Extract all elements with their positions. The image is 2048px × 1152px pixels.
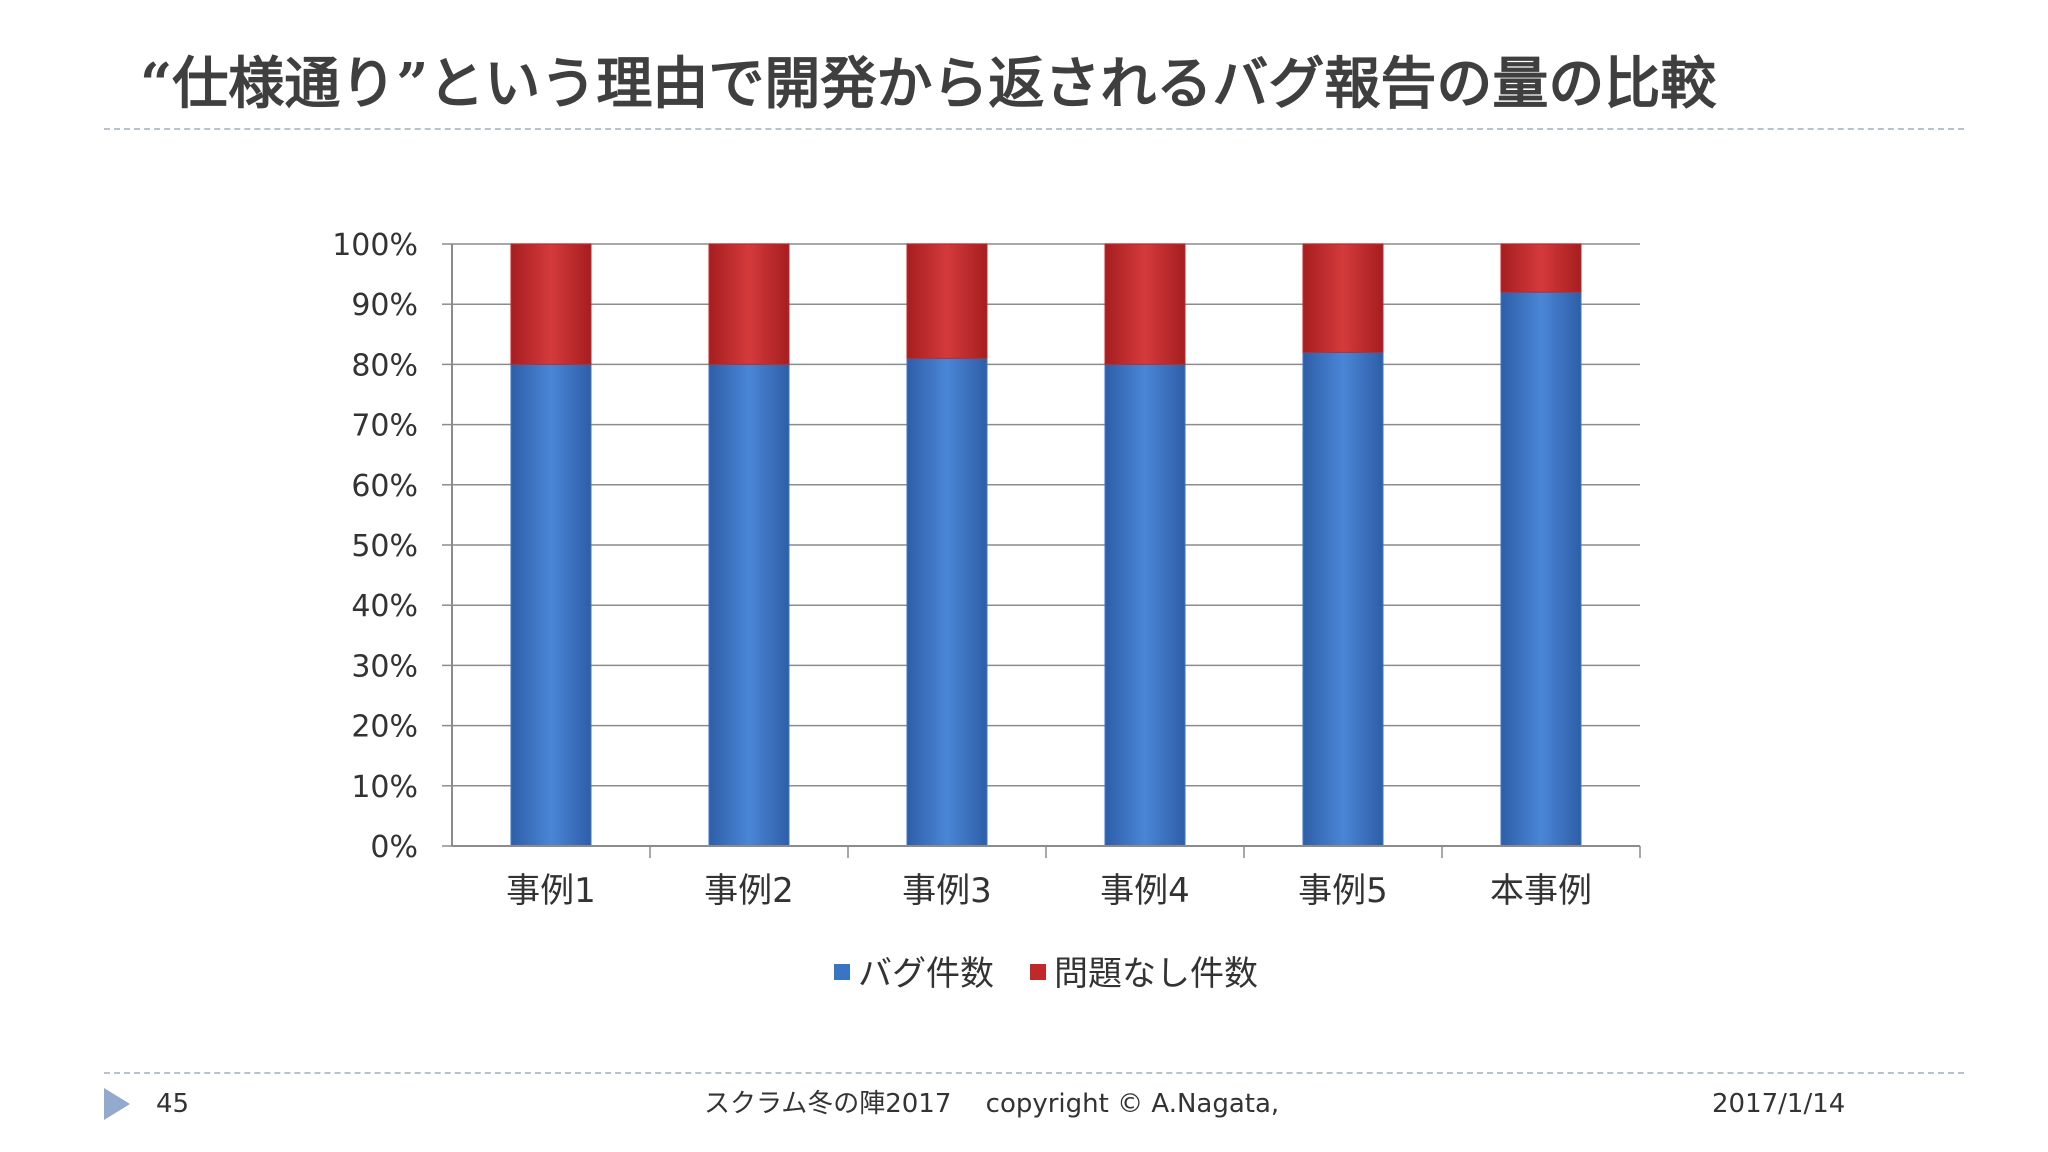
bar-segment-bugs <box>1302 351 1384 847</box>
bar-segment-no-issue <box>1104 243 1186 365</box>
y-tick-label: 10% <box>351 770 418 805</box>
footer-date: 2017/1/14 <box>1712 1089 1846 1119</box>
x-tick-label: 事例4 <box>1100 871 1190 911</box>
y-tick-label: 20% <box>351 710 418 745</box>
y-tick-label: 100% <box>332 228 418 263</box>
bar-segment-no-issue <box>510 243 592 365</box>
legend-label: 問題なし件数 <box>1054 954 1258 994</box>
x-tick-label: 事例2 <box>704 871 794 911</box>
legend-label: バグ件数 <box>858 954 994 994</box>
bar-segment-bugs <box>510 363 592 847</box>
y-tick-label: 50% <box>351 529 418 564</box>
bar-segment-no-issue <box>708 243 790 365</box>
footer-copyright: スクラム冬の陣2017 copyright © A.Nagata, <box>704 1089 1280 1119</box>
page-number: 45 <box>156 1089 190 1119</box>
y-tick-label: 80% <box>351 348 418 383</box>
bar-segment-no-issue <box>1302 243 1384 353</box>
x-tick-labels: 事例1 事例2 事例3 事例4 事例5 本事例 <box>506 871 1592 911</box>
slide-title: “仕様通り”という理由で開発から返されるバグ報告の量の比較 <box>140 51 1717 117</box>
legend-swatch <box>834 964 850 980</box>
bar-segment-bugs <box>708 363 790 847</box>
bar-segment-no-issue <box>1500 243 1582 293</box>
footer-divider <box>104 1072 1964 1074</box>
grid-lines <box>452 243 1640 787</box>
y-tick-labels: 0% 10% 20% 30% 40% 50% 60% 70% 80% 90% 100% <box>332 228 418 865</box>
x-tick-label: 本事例 <box>1490 871 1592 911</box>
y-tick-label: 90% <box>351 288 418 323</box>
y-tick-label: 40% <box>351 589 418 624</box>
bar-segment-bugs <box>1104 363 1186 847</box>
y-tick-label: 30% <box>351 649 418 684</box>
axes <box>442 243 1641 858</box>
bars <box>510 243 1582 847</box>
title-divider <box>104 128 1964 130</box>
legend-swatch <box>1030 964 1046 980</box>
y-tick-label: 0% <box>370 830 418 865</box>
x-tick-label: 事例3 <box>902 871 992 911</box>
bar-segment-bugs <box>906 357 988 847</box>
y-tick-label: 60% <box>351 469 418 504</box>
y-tick-label: 70% <box>351 409 418 444</box>
legend: バグ件数 問題なし件数 <box>834 954 1258 994</box>
bar-segment-no-issue <box>906 243 988 359</box>
bar-segment-bugs <box>1500 291 1582 847</box>
triangle-bullet-icon <box>104 1088 130 1120</box>
x-tick-label: 事例1 <box>506 871 596 911</box>
x-tick-label: 事例5 <box>1298 871 1388 911</box>
